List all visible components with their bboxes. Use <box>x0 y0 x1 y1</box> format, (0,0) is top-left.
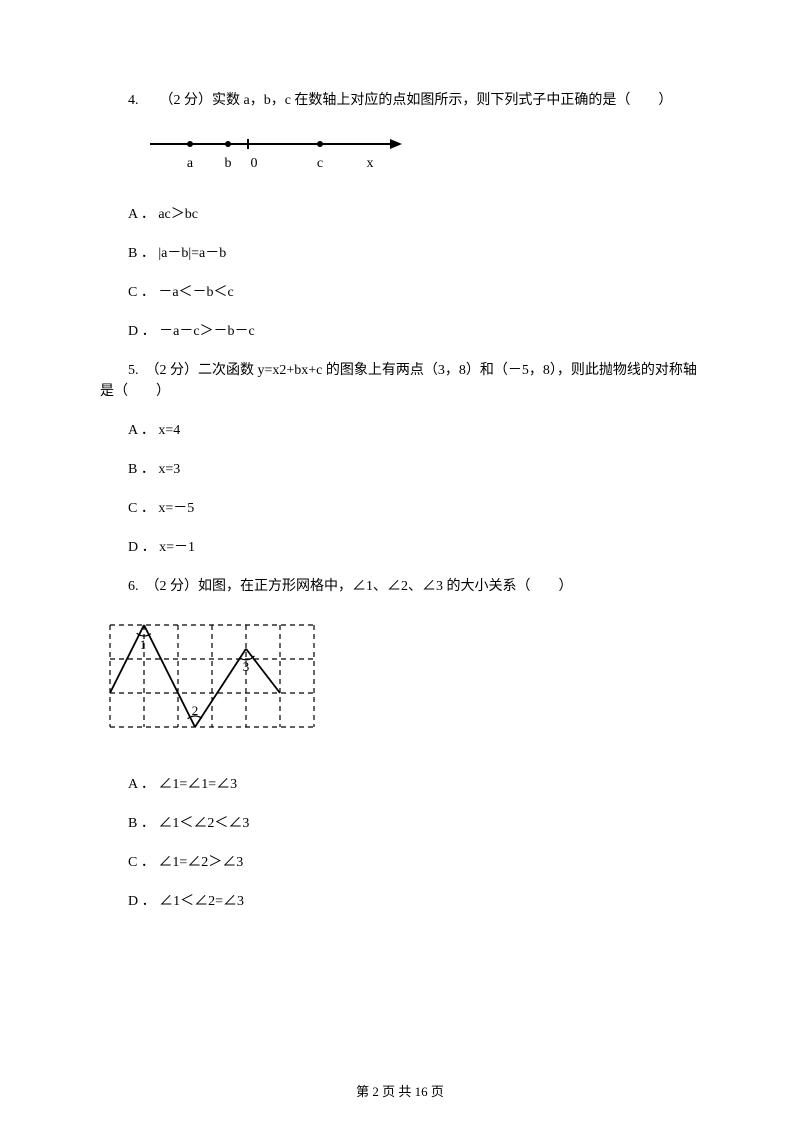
q6-stem: 6. （2 分）如图，在正方形网格中，∠1、∠2、∠3 的大小关系（ ） <box>100 576 700 597</box>
q4-option-a: A ． ac＞bc <box>100 204 700 225</box>
q5-stem: 5. （2 分）二次函数 y=x2+bx+c 的图象上有两点（3，8）和（－5，… <box>100 360 700 402</box>
label-0: 0 <box>251 156 258 171</box>
svg-text:2: 2 <box>192 703 199 718</box>
q4-option-c: C ． －a＜－b＜c <box>100 282 700 303</box>
grid-figure: 1 2 3 <box>100 615 700 752</box>
label-c: c <box>317 156 323 171</box>
label-b: b <box>225 156 232 171</box>
q5-option-a: A ． x=4 <box>100 420 700 441</box>
page-content: 4. （2 分）实数 a，b，c 在数轴上对应的点如图所示，则下列式子中正确的是… <box>0 0 800 970</box>
page-footer: 第 2 页 共 16 页 <box>0 1081 800 1100</box>
q5-option-d: D ． x=－1 <box>100 537 700 558</box>
q4-option-d: D ． －a－c＞－b－c <box>100 321 700 342</box>
q6-option-a: A ． ∠1=∠1=∠3 <box>100 774 700 795</box>
svg-text:3: 3 <box>243 659 250 674</box>
q4-stem: 4. （2 分）实数 a，b，c 在数轴上对应的点如图所示，则下列式子中正确的是… <box>100 90 700 111</box>
number-line-figure: a b 0 c x <box>140 129 700 186</box>
q4-option-b: B ． |a－b|=a－b <box>100 243 700 264</box>
q6-option-c: C ． ∠1=∠2＞∠3 <box>100 852 700 873</box>
q5-option-c: C ． x=－5 <box>100 498 700 519</box>
q6-option-d: D ． ∠1＜∠2=∠3 <box>100 891 700 912</box>
q6-option-b: B ． ∠1＜∠2＜∠3 <box>100 813 700 834</box>
label-x: x <box>367 156 374 171</box>
svg-text:1: 1 <box>140 637 147 652</box>
label-a: a <box>187 156 194 171</box>
q5-option-b: B ． x=3 <box>100 459 700 480</box>
